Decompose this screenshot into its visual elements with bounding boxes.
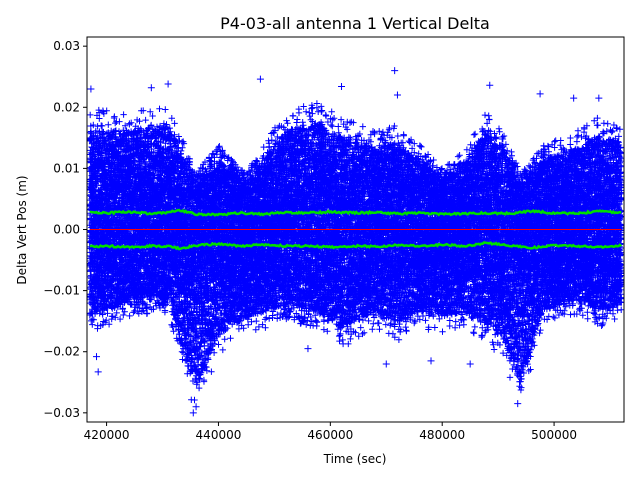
y-tick-label: 0.00 xyxy=(53,223,80,237)
lower-band-line xyxy=(89,241,623,251)
x-axis-label: Time (sec) xyxy=(323,452,387,466)
data-point xyxy=(382,360,390,368)
data-point xyxy=(486,81,494,89)
data-point xyxy=(189,409,197,417)
data-point-column xyxy=(617,150,624,313)
data-point xyxy=(93,353,101,361)
data-point xyxy=(304,345,312,353)
data-point xyxy=(536,90,544,98)
data-point xyxy=(164,80,172,88)
data-point xyxy=(595,94,603,102)
plot-area xyxy=(87,67,624,417)
y-axis-label: Delta Vert Pos (m) xyxy=(15,175,29,284)
upper-band-line xyxy=(89,208,622,217)
x-tick-label: 420000 xyxy=(84,428,130,442)
y-tick-label: −0.01 xyxy=(43,284,80,298)
data-point xyxy=(87,85,95,93)
data-point xyxy=(391,67,399,75)
y-tick-label: 0.01 xyxy=(53,161,80,175)
data-point xyxy=(466,360,474,368)
data-point xyxy=(570,94,578,102)
data-point xyxy=(147,84,155,92)
y-tick-label: −0.02 xyxy=(43,345,80,359)
data-point xyxy=(338,83,346,90)
data-point xyxy=(94,368,102,376)
y-tick-label: 0.02 xyxy=(53,100,80,114)
x-tick-label: 460000 xyxy=(307,428,353,442)
data-point xyxy=(514,400,522,408)
data-point xyxy=(192,403,200,411)
y-tick-label: −0.03 xyxy=(43,406,80,420)
data-point xyxy=(427,357,435,365)
x-tick-label: 440000 xyxy=(196,428,242,442)
y-tick-label: 0.03 xyxy=(53,39,80,53)
chart-title: P4-03-all antenna 1 Vertical Delta xyxy=(220,14,490,33)
data-point xyxy=(393,91,401,99)
data-point xyxy=(256,75,264,83)
x-tick-label: 480000 xyxy=(419,428,465,442)
x-tick-label: 500000 xyxy=(531,428,577,442)
axes-layer: 420000 440000 460000 480000 500000 −0.03 −0.02… xyxy=(43,36,625,442)
